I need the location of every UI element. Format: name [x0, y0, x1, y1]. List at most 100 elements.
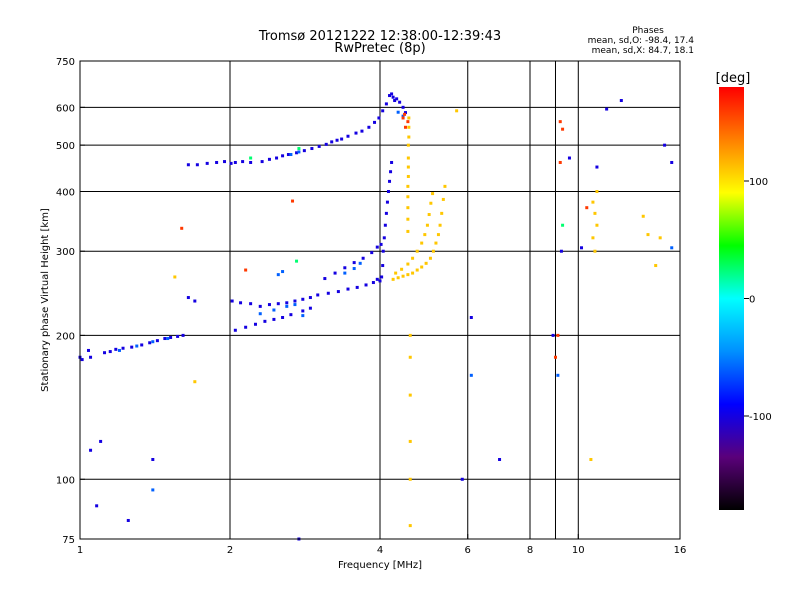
data-point — [375, 245, 379, 249]
data-point — [406, 120, 410, 124]
data-point — [411, 271, 415, 275]
data-point — [297, 150, 301, 154]
data-point — [605, 107, 609, 111]
data-point — [151, 488, 155, 492]
data-point — [406, 217, 410, 221]
data-point — [406, 262, 410, 266]
data-point — [438, 223, 442, 227]
data-point — [276, 273, 280, 277]
data-point — [295, 151, 299, 155]
x-tick-label: 4 — [377, 545, 383, 556]
data-point — [654, 264, 658, 268]
colorbar-gradient — [719, 87, 744, 510]
data-point — [382, 236, 386, 240]
y-tick-label: 500 — [56, 141, 75, 152]
data-point — [619, 99, 623, 103]
data-point — [310, 147, 314, 151]
data-point — [130, 345, 134, 349]
data-point — [229, 161, 233, 165]
data-point — [352, 261, 356, 265]
data-point — [398, 100, 402, 104]
data-point — [289, 313, 293, 317]
data-point — [121, 346, 125, 350]
data-point — [395, 97, 399, 101]
data-point — [384, 102, 388, 106]
data-point — [193, 299, 197, 303]
data-point — [394, 271, 398, 275]
colorbar: [deg] -100 0 100 — [716, 71, 772, 510]
data-point — [408, 333, 412, 337]
data-point — [589, 457, 593, 461]
data-point — [324, 142, 328, 146]
data-point — [420, 241, 424, 245]
data-point — [580, 246, 584, 250]
data-point — [460, 477, 464, 481]
data-point — [281, 315, 285, 319]
data-point — [148, 341, 152, 345]
data-point — [286, 153, 290, 157]
data-point — [455, 109, 459, 113]
data-point — [289, 153, 293, 157]
x-tick-label: 2 — [227, 545, 233, 556]
data-point — [281, 154, 285, 158]
data-point — [297, 147, 301, 151]
data-point — [641, 214, 645, 218]
data-point — [308, 306, 312, 310]
data-point — [80, 358, 84, 362]
data-point — [186, 163, 190, 167]
data-point — [89, 355, 93, 359]
data-point — [140, 343, 144, 347]
chart-title: Tromsø 20121222 12:38:00-12:39:43 — [258, 29, 501, 44]
data-point — [408, 439, 412, 443]
data-point — [193, 380, 197, 384]
data-point — [403, 125, 407, 129]
data-point — [86, 348, 90, 352]
data-point — [316, 293, 320, 297]
data-point — [408, 355, 412, 359]
data-point — [260, 160, 264, 164]
data-point — [285, 304, 289, 308]
data-point — [406, 143, 410, 147]
data-point — [406, 184, 410, 188]
data-point — [215, 160, 219, 164]
data-point — [186, 296, 190, 300]
data-point — [401, 116, 405, 120]
data-point — [443, 184, 447, 188]
stats-line-x: mean, sd,X: 84.7, 18.1 — [592, 46, 694, 56]
data-point — [103, 351, 107, 355]
data-point — [388, 94, 392, 98]
data-point — [291, 199, 295, 203]
data-point — [180, 226, 184, 230]
data-point — [553, 355, 557, 359]
colorbar-tick-label: 0 — [749, 295, 755, 306]
y-tick-label: 400 — [56, 187, 75, 198]
data-point — [181, 333, 185, 337]
data-point — [176, 334, 180, 338]
data-point — [95, 504, 99, 508]
data-point — [249, 160, 253, 164]
data-point — [275, 156, 279, 160]
data-point — [333, 271, 337, 275]
data-point — [593, 211, 597, 215]
data-point — [267, 303, 271, 307]
data-point — [407, 135, 411, 139]
data-point — [434, 241, 438, 245]
data-point — [281, 270, 285, 274]
data-point — [135, 344, 139, 348]
data-point — [559, 249, 563, 253]
y-tick-label: 600 — [56, 103, 75, 114]
data-point — [551, 333, 555, 337]
data-point — [646, 233, 650, 237]
data-point — [249, 302, 253, 306]
data-point — [340, 137, 344, 141]
data-point — [403, 111, 407, 115]
data-point — [381, 109, 385, 113]
data-point — [276, 302, 280, 306]
data-point — [396, 110, 400, 114]
data-point — [239, 301, 243, 305]
data-point — [585, 206, 589, 210]
data-point — [241, 160, 245, 164]
data-point — [408, 524, 412, 528]
data-point — [295, 259, 299, 263]
data-point — [429, 201, 433, 205]
